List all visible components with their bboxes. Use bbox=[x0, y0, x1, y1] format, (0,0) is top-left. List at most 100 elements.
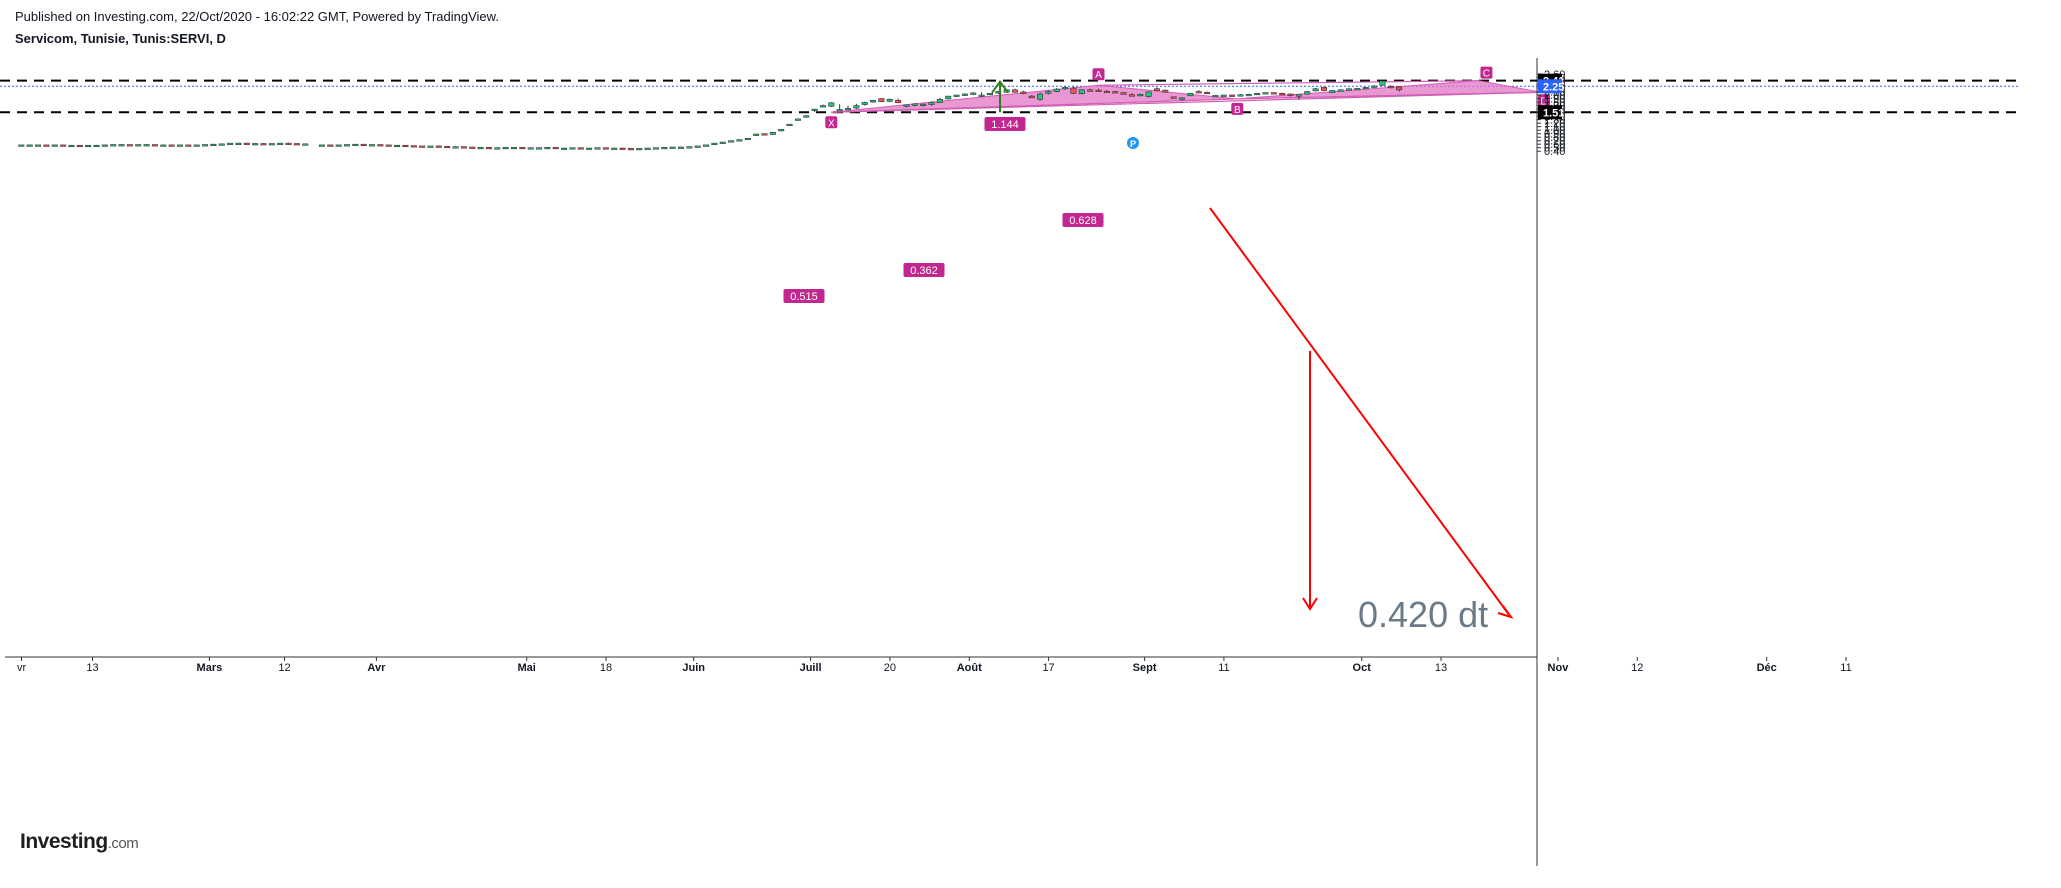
candle-body bbox=[728, 140, 735, 143]
candle-body bbox=[744, 137, 751, 141]
pattern-point-label: C bbox=[1483, 69, 1490, 80]
candle-body bbox=[1312, 88, 1319, 92]
candle bbox=[1237, 94, 1244, 97]
candle bbox=[870, 99, 877, 103]
candle-body bbox=[218, 143, 225, 146]
candle bbox=[1170, 96, 1177, 99]
candle-body bbox=[895, 100, 902, 104]
y-tick-label: 1.90 bbox=[1544, 94, 1565, 106]
candle-body bbox=[970, 92, 977, 95]
candle bbox=[794, 118, 801, 121]
candle-body bbox=[101, 144, 108, 147]
candle-body bbox=[945, 95, 952, 100]
candle-body bbox=[1245, 94, 1252, 97]
candle-body bbox=[260, 143, 267, 146]
candle-body bbox=[160, 144, 167, 147]
candle bbox=[1145, 91, 1152, 98]
candle-body bbox=[285, 142, 292, 145]
x-tick-label: Oct bbox=[1353, 662, 1372, 674]
candle bbox=[35, 144, 42, 147]
candle-body bbox=[761, 133, 768, 136]
candle bbox=[160, 144, 167, 147]
candle bbox=[135, 144, 142, 147]
x-tick-label: 17 bbox=[1042, 662, 1054, 674]
horizontal-levels bbox=[0, 79, 2020, 114]
candle-body bbox=[1162, 89, 1169, 93]
candle-body bbox=[444, 146, 451, 149]
candle bbox=[1204, 91, 1211, 95]
candle-body bbox=[1070, 87, 1077, 94]
ratio-label: 0.362 bbox=[910, 265, 938, 277]
candle-body bbox=[602, 147, 609, 150]
x-tick-label: Déc bbox=[1757, 662, 1777, 674]
y-tick-label: 1.10 bbox=[1544, 122, 1565, 134]
candles bbox=[18, 80, 1403, 151]
candle-body bbox=[402, 144, 409, 148]
candle-body bbox=[694, 145, 701, 148]
candle bbox=[60, 144, 67, 147]
candle bbox=[477, 147, 484, 150]
candle-body bbox=[252, 143, 259, 146]
candle-body bbox=[1187, 93, 1194, 97]
candle bbox=[978, 92, 985, 97]
symbol-title: Servicom, Tunisie, Tunis:SERVI, D bbox=[15, 31, 226, 46]
candle bbox=[986, 92, 993, 96]
candle-body bbox=[60, 144, 67, 147]
green-arrow-head bbox=[991, 79, 1009, 94]
candle bbox=[1262, 92, 1269, 95]
candle bbox=[761, 133, 768, 136]
candle-body bbox=[43, 144, 50, 147]
candle bbox=[1270, 92, 1277, 95]
candle-body bbox=[502, 147, 509, 150]
candle bbox=[68, 144, 75, 148]
annotations: X A B C D 0.515 0.362 1.144 0.628 P 0.420 dt bbox=[783, 66, 1551, 635]
candle bbox=[76, 144, 83, 148]
candle-body bbox=[836, 109, 843, 112]
candle bbox=[577, 147, 584, 150]
x-tick-label: Juin bbox=[682, 662, 705, 674]
candle-body bbox=[1337, 89, 1344, 92]
candle bbox=[744, 137, 751, 141]
candle-body bbox=[1078, 89, 1085, 94]
candle-body bbox=[435, 145, 442, 148]
candle bbox=[469, 146, 476, 149]
candle bbox=[385, 144, 392, 147]
candle bbox=[970, 92, 977, 96]
candle bbox=[619, 147, 626, 150]
candle-body bbox=[26, 144, 33, 147]
candle-body bbox=[293, 143, 300, 146]
candle-body bbox=[953, 94, 960, 97]
candle bbox=[728, 140, 735, 143]
candle-body bbox=[385, 144, 392, 147]
candle-body bbox=[1087, 89, 1094, 92]
candle-body bbox=[1011, 89, 1018, 93]
candle bbox=[168, 144, 175, 147]
candle-body bbox=[151, 144, 158, 147]
candle bbox=[151, 144, 158, 147]
candle bbox=[536, 147, 543, 150]
candle-body bbox=[1295, 94, 1302, 97]
candle-body bbox=[961, 93, 968, 96]
candle bbox=[1287, 93, 1294, 97]
candle-body bbox=[18, 144, 25, 147]
pattern-point-label: A bbox=[1095, 70, 1102, 81]
target-price-text: 0.420 dt bbox=[1358, 594, 1488, 635]
y-tick-label: 1.00 bbox=[1544, 125, 1565, 137]
candle bbox=[18, 144, 25, 147]
candle-body bbox=[811, 108, 818, 111]
candle bbox=[1295, 94, 1302, 100]
candle bbox=[277, 142, 284, 145]
candle-body bbox=[844, 108, 851, 111]
p-marker-label: P bbox=[1130, 139, 1136, 149]
candle bbox=[661, 147, 668, 150]
candle-body bbox=[669, 146, 676, 149]
candle-body bbox=[1262, 92, 1269, 95]
candle bbox=[1095, 88, 1102, 92]
candle bbox=[419, 145, 426, 148]
candle bbox=[753, 133, 760, 137]
candle-body bbox=[544, 147, 551, 150]
candle-body bbox=[703, 144, 710, 147]
candle bbox=[210, 143, 217, 146]
candle-body bbox=[803, 115, 810, 118]
